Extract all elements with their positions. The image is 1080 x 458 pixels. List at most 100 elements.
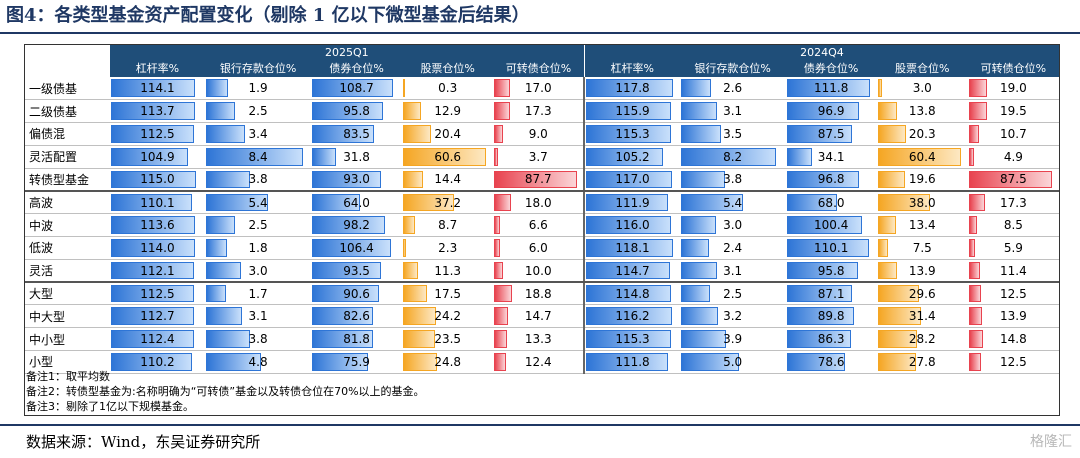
data-bar	[786, 147, 812, 166]
data-bar	[786, 79, 870, 98]
data-cell: 14.7	[493, 304, 585, 329]
cell-value: 115.3	[615, 332, 650, 347]
data-cell: 13.9	[876, 259, 968, 284]
data-cell: 112.1	[109, 259, 206, 284]
data-bar	[586, 307, 673, 326]
data-cell: 2.5	[205, 99, 312, 124]
cell-value: 87.7	[524, 172, 552, 187]
data-cell: 90.6	[311, 282, 403, 306]
cell-value: 12.5	[1000, 354, 1027, 369]
table-row: 中波 113.6 2.5 98.2 8.7 6.6 116.0 3.0 100.4 13.4 8.5	[25, 213, 1059, 238]
cell-value: 75.9	[343, 354, 370, 369]
cell-value: 3.4	[248, 126, 268, 141]
cell-value: 115.9	[615, 104, 650, 119]
cell-value: 86.3	[817, 332, 845, 347]
data-cell: 3.8	[205, 168, 312, 192]
cell-value: 2.5	[248, 104, 268, 119]
cell-value: 114.1	[140, 81, 175, 96]
data-bar	[403, 261, 419, 280]
data-cell: 3.0	[205, 259, 312, 284]
cell-value: 5.4	[723, 195, 743, 210]
data-cell: 3.1	[205, 304, 312, 329]
table-row: 高波 110.1 5.4 64.0 37.2 18.0 111.9 5.4 68.0 38.0 17…	[25, 190, 1059, 215]
data-bar	[586, 285, 672, 303]
cell-value: 112.1	[140, 263, 175, 278]
group-header-row: 2025Q1 2024Q4	[25, 45, 1059, 61]
cell-value: 19.5	[1000, 104, 1027, 119]
data-cell: 108.7	[311, 77, 403, 101]
data-cell: 19.0	[967, 77, 1059, 101]
data-bar	[494, 147, 499, 166]
data-bar	[403, 193, 455, 212]
data-cell: 110.2	[109, 350, 206, 374]
cell-value: 13.9	[908, 263, 936, 278]
cell-value: 93.5	[343, 263, 370, 278]
data-cell: 112.4	[109, 327, 206, 352]
cell-value: 20.4	[434, 126, 462, 141]
data-bar	[877, 79, 882, 98]
data-bar	[494, 239, 501, 257]
data-cell: 20.3	[876, 122, 968, 146]
data-cell: 3.8	[679, 168, 786, 192]
data-bar	[110, 307, 194, 326]
data-cell: 31.8	[311, 145, 403, 169]
cell-value: 78.6	[817, 354, 845, 369]
cell-value: 4.9	[1003, 149, 1023, 164]
data-table: 2025Q1 2024Q4 杠杆率% 银行存款仓位% 债券仓位% 股票仓位% 可转债仓位%…	[25, 45, 1059, 374]
data-bar	[494, 285, 513, 303]
cell-value: 3.1	[723, 263, 743, 278]
row-label: 小型	[25, 350, 110, 374]
cell-value: 114.0	[140, 240, 175, 255]
data-cell: 12.4	[493, 350, 585, 374]
data-cell: 117.0	[583, 168, 680, 192]
data-bar	[206, 285, 227, 303]
cell-value: 96.8	[817, 172, 845, 187]
cell-value: 18.0	[524, 195, 552, 210]
data-bar	[206, 330, 251, 349]
data-bar	[786, 125, 852, 143]
cell-value: 112.5	[140, 286, 175, 301]
data-cell: 38.0	[876, 190, 968, 215]
data-bar	[680, 170, 725, 188]
cell-value: 13.8	[908, 104, 936, 119]
cell-value: 1.7	[248, 286, 268, 301]
cell-value: 116.2	[615, 309, 650, 324]
data-cell: 115.3	[583, 327, 680, 352]
column-header: 杠杆率%	[109, 61, 206, 77]
cell-value: 3.2	[723, 309, 743, 324]
data-bar	[206, 79, 229, 98]
data-bar	[968, 261, 980, 280]
cell-value: 83.5	[343, 126, 370, 141]
cell-value: 8.2	[723, 149, 743, 164]
data-bar	[586, 353, 669, 371]
cell-value: 110.1	[813, 240, 849, 255]
cell-value: 27.8	[908, 354, 936, 369]
data-cell: 1.7	[205, 282, 312, 306]
data-bar	[786, 307, 854, 326]
cell-value: 112.7	[140, 309, 175, 324]
data-cell: 19.6	[876, 168, 968, 192]
data-cell: 8.7	[402, 213, 494, 238]
data-bar	[110, 239, 195, 257]
data-cell: 3.1	[679, 99, 786, 124]
data-cell: 96.8	[785, 168, 877, 192]
data-bar	[877, 307, 921, 326]
cell-value: 112.4	[140, 332, 175, 347]
data-cell: 3.2	[679, 304, 786, 329]
cell-value: 13.3	[524, 332, 552, 347]
data-cell: 116.0	[583, 213, 680, 238]
data-cell: 2.5	[205, 213, 312, 238]
data-bar	[680, 102, 717, 121]
data-bar	[786, 353, 845, 371]
cell-value: 31.4	[908, 309, 936, 324]
data-bar	[110, 102, 195, 121]
data-cell: 8.4	[205, 145, 312, 169]
data-cell: 60.4	[876, 145, 968, 169]
cell-value: 104.9	[140, 149, 175, 164]
data-bar	[877, 193, 930, 212]
data-bar	[403, 353, 438, 371]
table-row: 小型 110.2 4.8 75.9 24.8 12.4 111.8 5.0 78.6 27.8 12…	[25, 350, 1059, 374]
cell-value: 64.0	[343, 195, 370, 210]
data-bar	[680, 193, 743, 212]
data-cell: 18.0	[493, 190, 585, 215]
